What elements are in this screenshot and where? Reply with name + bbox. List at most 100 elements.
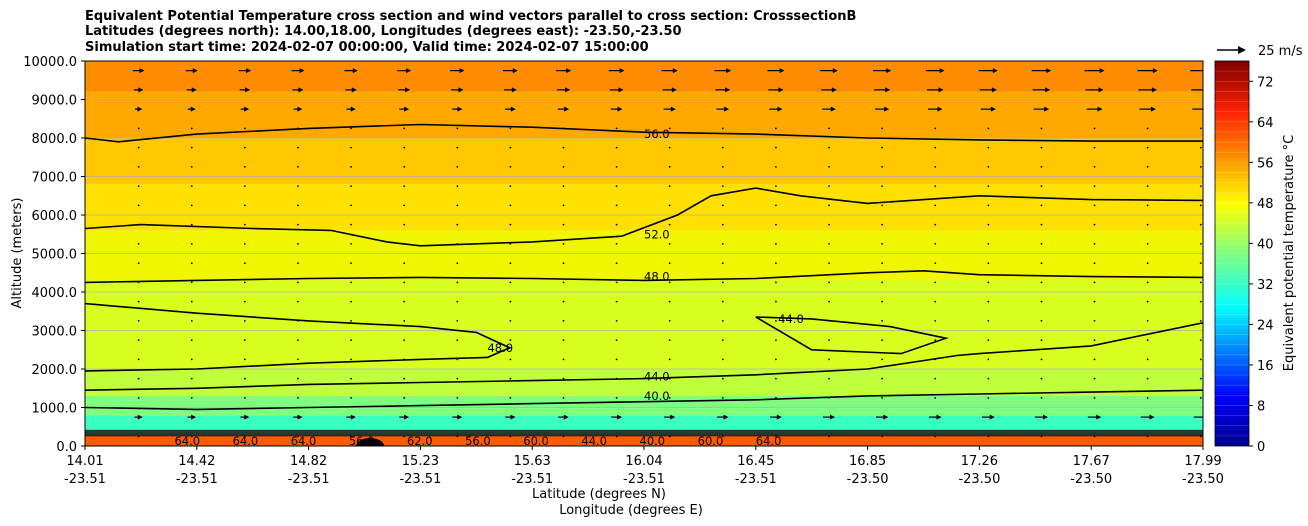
chart-title-line-2: Latitudes (degrees north): 14.00,18.00, … bbox=[85, 24, 682, 39]
y-tick-label-0: 0.0 bbox=[56, 440, 77, 455]
wind-vector-73 bbox=[509, 377, 512, 380]
wind-vector-288 bbox=[243, 185, 246, 188]
wind-vector-375 bbox=[190, 106, 196, 112]
wind-vector-68 bbox=[243, 377, 246, 380]
wind-vector-88 bbox=[137, 358, 140, 361]
x-tick-lon-0: -23.51 bbox=[64, 472, 106, 487]
wind-vector-175 bbox=[1253, 301, 1255, 303]
wind-vector-85 bbox=[1146, 377, 1149, 380]
x-tick-lat-5: 16.04 bbox=[625, 454, 662, 469]
surface-contour-label-10: 64.0 bbox=[756, 434, 782, 448]
wind-vector-169 bbox=[934, 300, 937, 303]
wind-vector-325 bbox=[1040, 165, 1043, 168]
wind-vector-206 bbox=[562, 262, 565, 265]
x-tick-lat-1: 14.42 bbox=[178, 454, 215, 469]
y-tick-label-10: 10000.0 bbox=[23, 55, 77, 70]
wind-vector-153 bbox=[1253, 320, 1255, 322]
wind-vector-123 bbox=[828, 339, 830, 342]
wind-vector-326 bbox=[1093, 165, 1096, 168]
wind-vector-191 bbox=[934, 281, 937, 284]
wind-vector-287 bbox=[190, 185, 193, 188]
wind-vector-300 bbox=[881, 185, 884, 188]
wind-vector-272 bbox=[562, 204, 565, 207]
wind-vector-376 bbox=[244, 106, 250, 112]
wind-vector-188 bbox=[775, 281, 777, 284]
wind-vector-113 bbox=[297, 339, 299, 342]
wind-vector-11 bbox=[721, 435, 724, 438]
wind-vector-104 bbox=[987, 358, 990, 361]
wind-vector-98 bbox=[668, 358, 671, 361]
wind-vector-351 bbox=[1253, 147, 1255, 149]
wind-vector-313 bbox=[403, 165, 406, 168]
x-tick-lon-3: -23.51 bbox=[399, 472, 441, 487]
colorbar-tick-label-4: 32 bbox=[1257, 278, 1274, 293]
wind-vector-108 bbox=[1199, 358, 1202, 361]
wind-vector-6 bbox=[456, 435, 459, 438]
wind-vector-348 bbox=[1093, 146, 1096, 149]
theta-band-7 bbox=[85, 138, 1203, 185]
x-tick-lon-2: -23.51 bbox=[288, 472, 330, 487]
wind-vector-95 bbox=[509, 358, 512, 361]
wind-vector-346 bbox=[987, 146, 990, 149]
wind-vector-296 bbox=[668, 185, 671, 188]
surface-contour-label-3: 56.0 bbox=[349, 434, 375, 448]
wind-vector-336 bbox=[456, 146, 459, 149]
wind-vector-412 bbox=[991, 87, 997, 93]
wind-vector-218 bbox=[1199, 262, 1202, 265]
wind-vector-64 bbox=[1199, 396, 1202, 399]
wind-vector-205 bbox=[509, 262, 512, 265]
wind-vector-241 bbox=[1253, 243, 1255, 245]
wind-vector-143 bbox=[721, 319, 724, 322]
wind-vector-164 bbox=[668, 300, 671, 303]
wind-vector-14 bbox=[881, 435, 884, 438]
wind-vector-193 bbox=[1040, 281, 1043, 284]
y-tick-label-6: 6000.0 bbox=[32, 209, 78, 224]
y-tick-label-3: 3000.0 bbox=[32, 325, 78, 340]
wind-vector-83 bbox=[1040, 377, 1043, 380]
wind-vector-52 bbox=[562, 396, 565, 399]
wind-vector-39 bbox=[1043, 414, 1049, 420]
wind-vector-257 bbox=[934, 223, 937, 226]
theta-band-3 bbox=[85, 369, 1203, 396]
theta-band-1 bbox=[85, 415, 1203, 435]
wind-vectors bbox=[132, 68, 1255, 438]
wind-vector-163 bbox=[615, 300, 618, 303]
grid-lines bbox=[85, 99, 1203, 408]
wind-vector-271 bbox=[509, 204, 512, 207]
wind-vector-2 bbox=[243, 435, 246, 438]
wind-vector-415 bbox=[1151, 87, 1157, 93]
wind-vector-264 bbox=[137, 204, 140, 207]
wind-vector-170 bbox=[987, 300, 990, 303]
wind-vector-302 bbox=[987, 185, 990, 188]
wind-vector-122 bbox=[775, 339, 777, 342]
contour-label-6: 40.0 bbox=[644, 389, 670, 403]
wind-vector-160 bbox=[456, 300, 459, 303]
wind-vector-65 bbox=[1253, 397, 1255, 399]
wind-vector-18 bbox=[1093, 435, 1096, 438]
wind-vector-161 bbox=[509, 300, 512, 303]
wind-vector-182 bbox=[456, 281, 459, 284]
wind-vector-82 bbox=[987, 377, 990, 380]
wind-vector-78 bbox=[775, 377, 777, 380]
wind-vector-319 bbox=[721, 165, 724, 168]
wind-vector-276 bbox=[775, 204, 777, 207]
wind-vector-40 bbox=[1096, 414, 1102, 420]
wind-vector-146 bbox=[881, 319, 884, 322]
wind-vector-86 bbox=[1199, 377, 1202, 380]
wind-vector-134 bbox=[243, 319, 246, 322]
wind-vector-265 bbox=[190, 204, 193, 207]
wind-vector-111 bbox=[190, 339, 193, 342]
wind-vector-183 bbox=[509, 281, 512, 284]
wind-vector-309 bbox=[190, 165, 193, 168]
wind-vector-165 bbox=[721, 300, 724, 303]
wind-vector-152 bbox=[1199, 319, 1202, 322]
wind-vector-425 bbox=[512, 68, 518, 74]
y-axis-label: Altitude (meters) bbox=[10, 198, 25, 309]
wind-vector-247 bbox=[403, 223, 406, 226]
quiver-key-label: 25 m/s bbox=[1258, 44, 1303, 59]
wind-vector-31 bbox=[617, 414, 623, 420]
wind-vector-356 bbox=[350, 127, 352, 130]
wind-vector-211 bbox=[828, 262, 830, 265]
wind-vector-110 bbox=[137, 339, 140, 342]
wind-vector-344 bbox=[881, 146, 884, 149]
